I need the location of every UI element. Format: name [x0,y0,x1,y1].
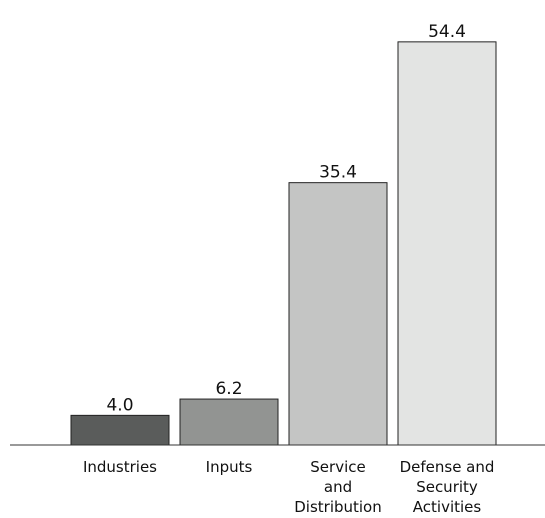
value-labels-group: 4.0 6.2 35.4 54.4 [106,22,465,416]
category-label-3-line-2: Activities [413,498,482,516]
bar-value-label-2: 35.4 [319,163,357,183]
bar-0 [70,414,170,446]
bar-value-label-3: 54.4 [428,22,466,42]
bar-value-label-0: 4.0 [106,395,133,415]
category-label-1: Inputs [206,458,253,476]
category-label-3: Defense and Security Activities [400,458,495,516]
category-label-2: Service and Distribution [294,458,382,516]
bar-3 [397,41,497,446]
category-label-3-line-1: Security [416,478,478,496]
category-label-2-line-1: and [324,478,352,496]
category-label-0: Industries [83,458,157,476]
category-label-2-line-0: Service [310,458,365,476]
category-labels-group: Industries Inputs Service and Distribution De… [83,458,494,516]
category-label-3-line-0: Defense and [400,458,495,476]
category-label-2-line-2: Distribution [294,498,382,516]
bar-2 [288,182,388,446]
category-label-1-line-0: Inputs [206,458,253,476]
bars-group [70,41,497,446]
bar-value-label-1: 6.2 [215,379,242,399]
bar-1 [179,398,279,446]
category-label-0-line-0: Industries [83,458,157,476]
